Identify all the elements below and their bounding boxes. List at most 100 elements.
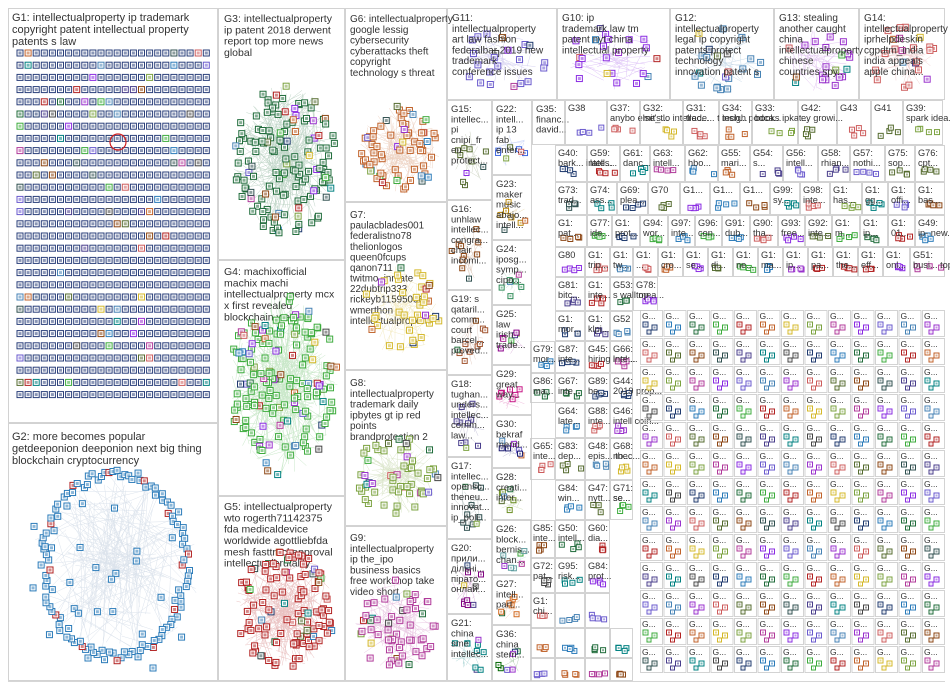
graph-node-fill: [172, 319, 176, 323]
graph-node-fill: [18, 75, 22, 79]
graph-node-fill: [405, 485, 409, 489]
graph-node-fill: [387, 663, 391, 667]
graph-node-fill: [204, 344, 208, 348]
graph-node-fill: [181, 542, 185, 546]
graph-node-fill: [254, 150, 258, 154]
graph-node-fill: [374, 443, 378, 447]
edge: [39, 553, 157, 565]
graph-node-fill: [47, 558, 51, 562]
graph-node-fill: [107, 307, 111, 311]
graph-node-fill: [107, 88, 111, 92]
graph-node-fill: [107, 234, 111, 238]
edge-bundle: [35, 470, 197, 658]
graph-node-fill: [164, 368, 168, 372]
edge: [106, 575, 150, 643]
edge: [86, 583, 152, 605]
graph-node-fill: [413, 505, 417, 509]
graph-node-fill: [115, 75, 119, 79]
graph-node-fill: [307, 309, 311, 313]
graph-node-fill: [148, 161, 152, 165]
group-label-line: G14:: [864, 13, 886, 24]
graph-node-fill: [204, 319, 208, 323]
graph-node-fill: [91, 185, 95, 189]
edge: [120, 547, 182, 573]
graph-node-fill: [464, 441, 467, 444]
graph-node-fill: [34, 234, 38, 238]
graph-node-fill: [148, 307, 152, 311]
graph-node-fill: [419, 336, 423, 340]
graph-node-fill: [196, 136, 200, 140]
graph-node-fill: [123, 368, 127, 372]
edge: [75, 576, 108, 593]
edge: [72, 512, 146, 527]
graph-node-fill: [89, 645, 93, 649]
graph-node-fill: [18, 51, 22, 55]
graph-node-fill: [123, 210, 127, 214]
graph-node-fill: [164, 356, 168, 360]
graph-node-fill: [635, 81, 639, 85]
graph-node-fill: [115, 197, 119, 201]
group-label-line: machix machi: [224, 277, 288, 289]
edge: [112, 550, 121, 566]
graph-node-fill: [465, 526, 468, 529]
graph-node-fill: [295, 343, 299, 347]
graph-node-fill: [265, 625, 269, 629]
graph-node-fill: [34, 197, 38, 201]
graph-node-fill: [267, 443, 271, 447]
graph-node-fill: [204, 283, 208, 287]
graph-node-fill: [44, 601, 48, 605]
graph-node-fill: [59, 149, 62, 153]
graph-node-fill: [114, 571, 118, 575]
edge: [248, 138, 331, 158]
graph-node-fill: [399, 484, 403, 488]
edge: [79, 490, 83, 624]
graph-node-fill: [136, 471, 140, 475]
graph-node-fill: [188, 173, 192, 177]
graph-node-fill: [115, 112, 119, 116]
graph-node-fill: [252, 373, 256, 377]
graph-node-fill: [240, 581, 244, 585]
graph-node-fill: [315, 325, 319, 329]
graph-node-fill: [83, 332, 87, 336]
graph-node-fill: [50, 100, 54, 104]
graph-node-fill: [427, 283, 431, 287]
graph-node-fill: [156, 51, 160, 55]
group-label-line: chinese: [779, 56, 814, 67]
graph-node-fill: [387, 621, 391, 625]
graph-node-fill: [127, 474, 131, 478]
edge: [93, 509, 147, 512]
graph-node-fill: [26, 319, 30, 323]
graph-node-fill: [409, 466, 413, 470]
graph-node-fill: [83, 246, 87, 250]
graph-node-fill: [156, 75, 160, 79]
group-label-line: paulacblades001: [350, 221, 424, 232]
graph-node-fill: [42, 88, 46, 92]
graph-node-fill: [83, 356, 87, 360]
graph-node-fill: [196, 51, 200, 55]
graph-node-fill: [107, 471, 111, 475]
graph-node-fill: [271, 411, 275, 415]
edge: [117, 548, 132, 572]
graph-node-fill: [405, 608, 409, 612]
graph-node-fill: [370, 327, 374, 331]
graph-node-fill: [58, 616, 62, 620]
edge: [110, 506, 160, 548]
edge: [103, 551, 107, 570]
group-label-line: innovation patent s: [675, 67, 759, 78]
graph-node-fill: [34, 258, 38, 262]
graph-node-fill: [34, 332, 38, 336]
graph-node-fill: [293, 155, 297, 159]
graph-node-fill: [180, 307, 184, 311]
graph-node-fill: [123, 380, 127, 384]
group-label-line: ip_poli...: [451, 512, 486, 523]
graph-node-fill: [394, 578, 398, 582]
graph-node-fill: [275, 576, 279, 580]
edge: [107, 516, 178, 546]
edge: [51, 519, 143, 628]
graph-node-fill: [153, 486, 157, 490]
graph-node-fill: [156, 173, 160, 177]
edge: [254, 162, 284, 164]
graph-node-fill: [293, 169, 297, 173]
graph-node-fill: [107, 124, 111, 128]
graph-node-fill: [326, 170, 330, 174]
